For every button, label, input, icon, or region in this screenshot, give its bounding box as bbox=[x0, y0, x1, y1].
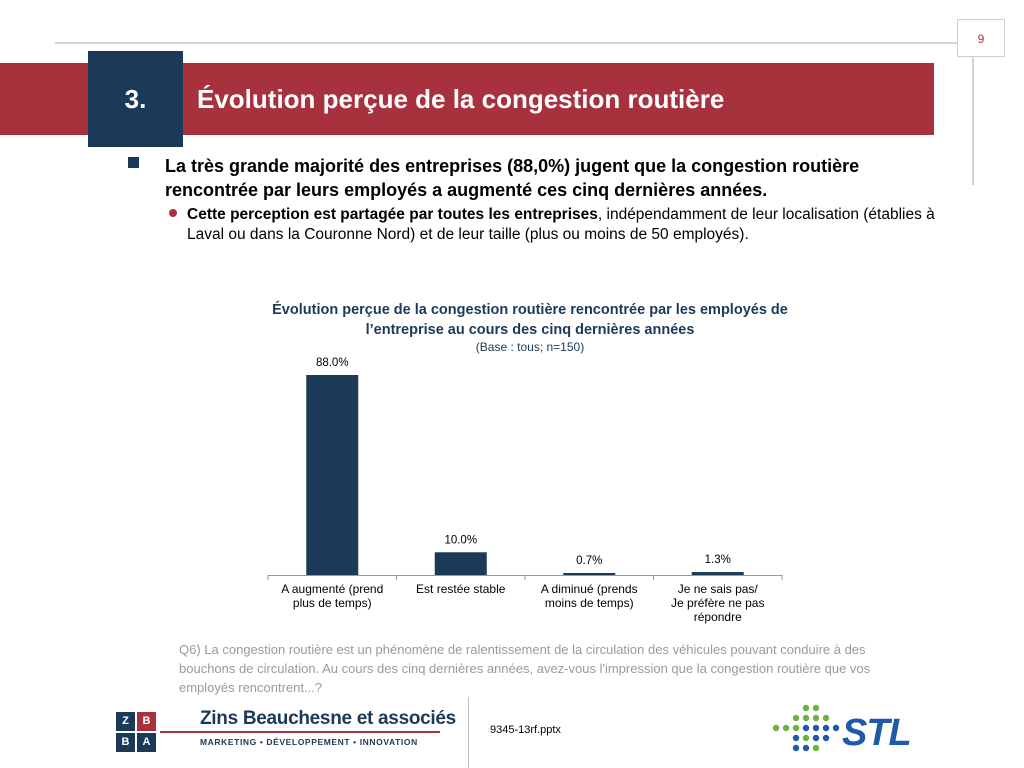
zba-tile: Z bbox=[116, 712, 135, 731]
bar bbox=[563, 573, 616, 575]
page-number: 9 bbox=[957, 19, 1005, 57]
slide-title: Évolution perçue de la congestion routiè… bbox=[197, 84, 725, 114]
zba-name: Zins Beauchesne et associés bbox=[200, 708, 456, 729]
category-label: Est restée stable bbox=[416, 582, 506, 596]
chart-subtitle: (Base : tous; n=150) bbox=[475, 340, 585, 354]
sub-bullet-bold: Cette perception est partagée par toutes… bbox=[187, 206, 598, 223]
zba-tile: B bbox=[137, 712, 156, 731]
category-label: moins de temps) bbox=[545, 596, 634, 610]
category-label: Je ne sais pas/ bbox=[678, 582, 759, 596]
category-label: A augmenté (prend bbox=[281, 582, 383, 596]
zba-underline bbox=[160, 731, 440, 733]
round-bullet-icon bbox=[169, 209, 177, 217]
category-label: Je préfère ne pas bbox=[671, 596, 764, 610]
top-rule bbox=[55, 42, 957, 44]
zba-logo: Z B B A bbox=[116, 712, 156, 752]
data-label: 0.7% bbox=[576, 555, 602, 567]
footer-separator bbox=[468, 697, 469, 768]
file-name: 9345-13rf.pptx bbox=[490, 724, 561, 736]
question-text: Q6) La congestion routière est un phénom… bbox=[179, 642, 871, 695]
data-label: 88.0% bbox=[316, 357, 349, 369]
bar bbox=[434, 552, 487, 575]
zba-tile: B bbox=[116, 733, 135, 752]
main-bullet-text: La très grande majorité des entreprises … bbox=[165, 156, 860, 200]
bar bbox=[691, 572, 744, 575]
zba-tagline: MARKETING • DÉVELOPPEMENT • INNOVATION bbox=[200, 737, 418, 747]
stl-logo-text: STL bbox=[842, 712, 912, 754]
category-label: répondre bbox=[694, 610, 742, 624]
chart-title: Évolution perçue de la congestion routiè… bbox=[272, 302, 788, 338]
sub-bullet-text: Cette perception est partagée par toutes… bbox=[187, 205, 947, 245]
section-number: 3. bbox=[88, 51, 183, 147]
data-label: 1.3% bbox=[705, 554, 731, 566]
category-label: plus de temps) bbox=[293, 596, 372, 610]
stl-dots-icon bbox=[772, 704, 840, 752]
bar bbox=[306, 375, 359, 575]
square-bullet-icon bbox=[128, 157, 139, 168]
sub-bullet-rest: , indépendamment de leur localisation (é… bbox=[187, 206, 935, 243]
category-label: A diminué (prends bbox=[541, 582, 638, 596]
data-label: 10.0% bbox=[444, 534, 477, 546]
zba-tile: A bbox=[137, 733, 156, 752]
right-rule bbox=[972, 57, 974, 185]
